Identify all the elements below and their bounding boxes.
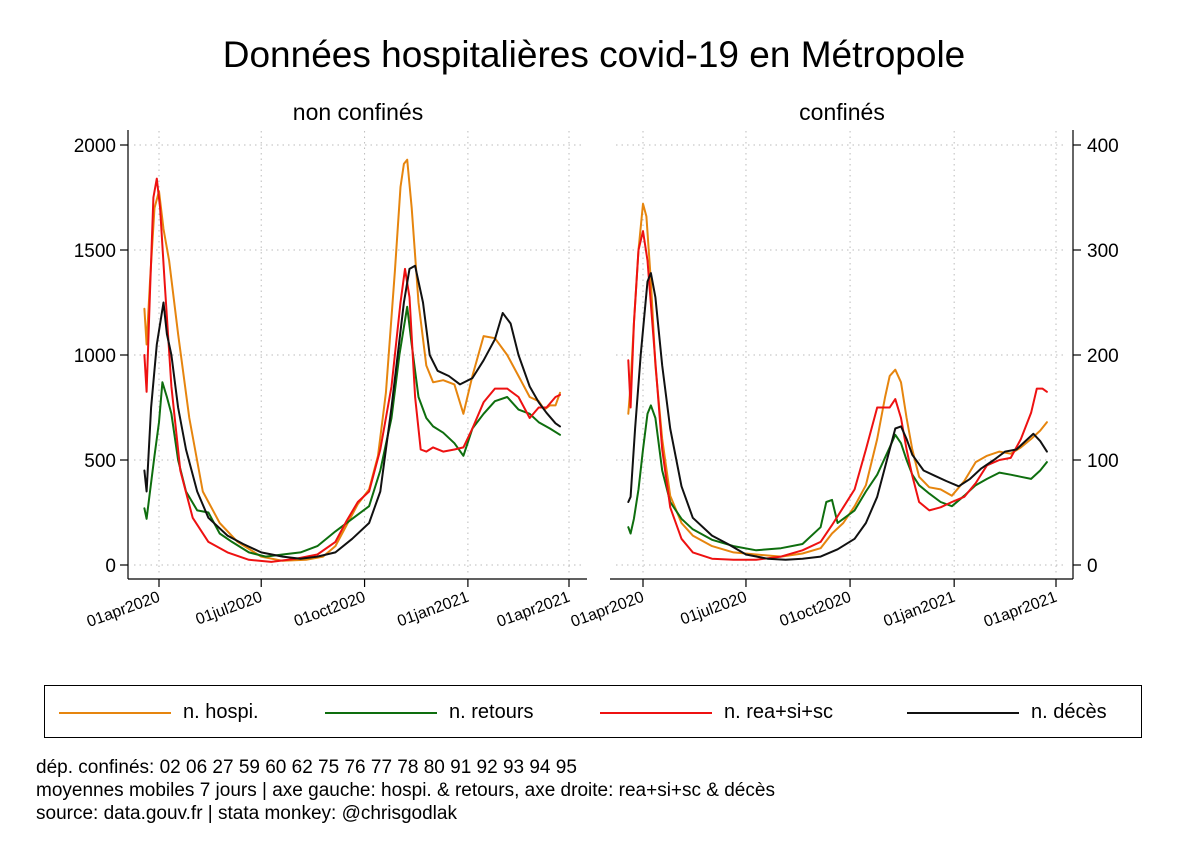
legend-swatch-hospi <box>59 711 171 714</box>
panel-title-0: non confinés <box>293 99 423 125</box>
legend-swatch-deces <box>907 711 1019 714</box>
y-tick-label-left-2: 1000 <box>74 346 116 367</box>
x-tick-label-0-2: 01oct2020 <box>292 589 368 631</box>
y-tick-label-right-2: 200 <box>1087 346 1119 367</box>
chart-canvas: non confinés 01apr2020 01jul2020 01oct2020 0… <box>74 99 1119 631</box>
series-line-1-n-d-c-s <box>627 272 1048 561</box>
x-tick-label-1-2: 01oct2020 <box>777 589 853 631</box>
x-tick-label-1-1: 01jul2020 <box>678 589 749 629</box>
series-line-1-n-retours <box>627 404 1048 552</box>
y-tick-label-left-0: 0 <box>105 556 116 577</box>
series-line-0-n-retours <box>143 305 561 558</box>
chart-title: Données hospitalières covid-19 en Métrop… <box>222 34 966 75</box>
panel-title-1: confinés <box>799 99 885 125</box>
note-source: source: data.gouv.fr | stata monkey: @ch… <box>36 803 457 824</box>
y-tick-label-left-3: 1500 <box>74 241 116 262</box>
series-line-1-n-hospi <box>627 202 1048 558</box>
x-tick-label-1-0: 01apr2020 <box>569 589 647 631</box>
footnotes: dép. confinés: 02 06 27 59 60 62 75 76 7… <box>36 756 775 825</box>
legend-item-deces: n. décès <box>907 686 1107 739</box>
series-line-1-n-rea-si-sc <box>627 230 1048 561</box>
legend-label-deces: n. décès <box>1031 701 1107 723</box>
x-tick-label-1-3: 01jan2021 <box>881 589 957 631</box>
legend-swatch-rea <box>600 711 712 714</box>
series-line-0-n-rea-si-sc <box>143 177 561 563</box>
y-tick-label-right-0: 0 <box>1087 556 1098 577</box>
y-tick-label-left-1: 500 <box>84 451 116 472</box>
series-line-0-n-d-c-s <box>143 264 561 560</box>
x-tick-label-0-1: 01jul2020 <box>194 589 265 629</box>
legend-item-rea: n. rea+si+sc <box>600 686 833 739</box>
legend-item-retours: n. retours <box>325 686 533 739</box>
x-tick-label-1-4: 01apr2021 <box>982 589 1060 631</box>
legend-label-hospi: n. hospi. <box>183 701 259 723</box>
legend-label-rea: n. rea+si+sc <box>724 701 833 723</box>
y-tick-label-left-4: 2000 <box>74 136 116 157</box>
x-tick-label-0-4: 01apr2021 <box>495 589 573 631</box>
legend-label-retours: n. retours <box>449 701 534 723</box>
y-tick-label-right-3: 300 <box>1087 241 1119 262</box>
legend-swatch-retours <box>325 711 437 714</box>
x-tick-label-0-3: 01jan2021 <box>395 589 471 631</box>
y-tick-label-right-1: 100 <box>1087 451 1119 472</box>
legend: n. hospi. n. retours n. rea+si+sc n. déc… <box>44 685 1142 738</box>
legend-item-hospi: n. hospi. <box>59 686 259 739</box>
y-tick-label-right-4: 400 <box>1087 136 1119 157</box>
series-line-0-n-hospi <box>143 158 561 562</box>
x-tick-label-0-0: 01apr2020 <box>85 589 163 631</box>
note-departments: dép. confinés: 02 06 27 59 60 62 75 76 7… <box>36 757 577 778</box>
note-method: moyennes mobiles 7 jours | axe gauche: h… <box>36 780 775 801</box>
